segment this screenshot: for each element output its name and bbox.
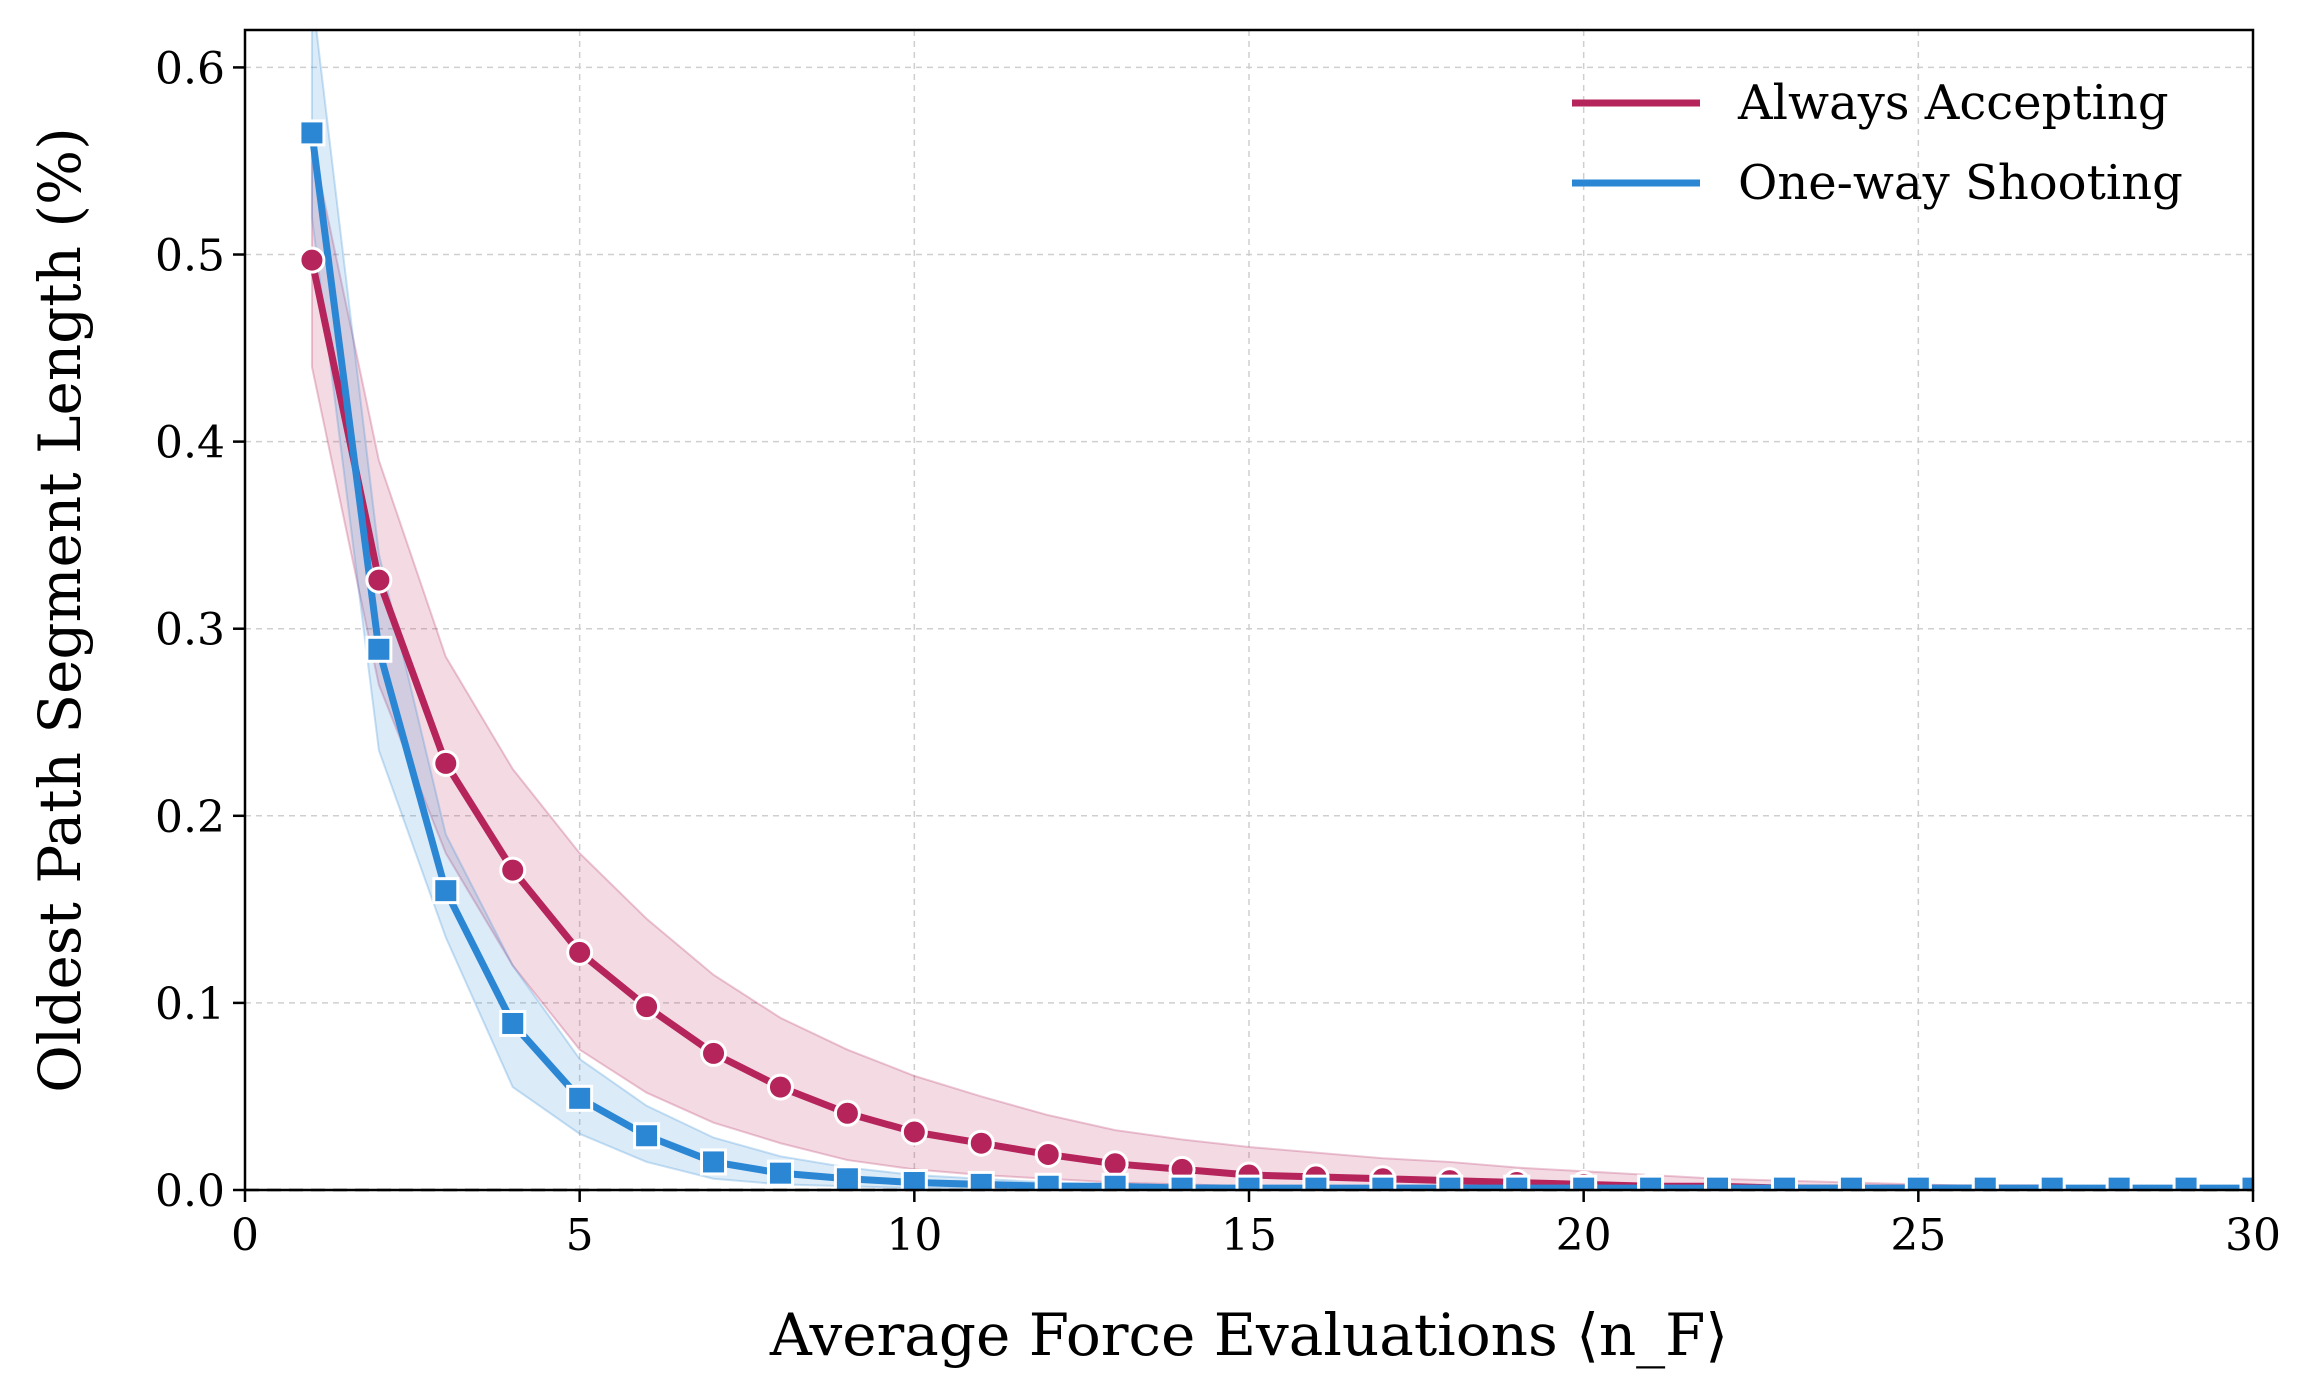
data-point (432, 749, 460, 777)
data-point (1235, 1174, 1263, 1190)
y-axis-label: Oldest Path Segment Length (%) (26, 127, 94, 1093)
y-tick-label: 0.3 (155, 605, 225, 656)
y-tick-label: 0.5 (155, 231, 225, 282)
data-point (700, 1148, 728, 1176)
legend: Always Accepting One-way Shooting (1572, 75, 2183, 211)
series-markers (298, 119, 2253, 1190)
data-point (1770, 1174, 1798, 1190)
data-point (766, 1073, 794, 1101)
x-axis-ticks: 0 5 10 15 20 25 30 (231, 1190, 2281, 1261)
data-point (1101, 1150, 1129, 1178)
data-point (566, 938, 594, 966)
data-point (1837, 1174, 1865, 1190)
legend-label: Always Accepting (1737, 75, 2169, 131)
x-tick-label: 0 (231, 1210, 259, 1261)
data-point (298, 246, 326, 274)
data-point (1369, 1174, 1397, 1190)
data-point (833, 1099, 861, 1127)
data-point (365, 566, 393, 594)
data-point (1503, 1174, 1531, 1190)
data-point (365, 635, 393, 663)
data-point (766, 1159, 794, 1187)
x-tick-label: 5 (566, 1210, 594, 1261)
data-point (1034, 1172, 1062, 1190)
legend-label: One-way Shooting (1738, 155, 2183, 211)
y-axis-ticks: 0.0 0.1 0.2 0.3 0.4 0.5 0.6 (155, 43, 245, 1217)
data-point (2105, 1174, 2133, 1190)
data-point (298, 119, 326, 147)
data-point (1436, 1174, 1464, 1190)
data-point (1034, 1140, 1062, 1168)
x-tick-label: 20 (1556, 1210, 1612, 1261)
y-tick-label: 0.0 (155, 1166, 225, 1217)
data-point (2239, 1174, 2253, 1190)
x-axis-label: Average Force Evaluations ⟨n_F⟩ (769, 1301, 1728, 1369)
x-tick-label: 30 (2225, 1210, 2281, 1261)
x-tick-label: 25 (1890, 1210, 1946, 1261)
data-point (1904, 1174, 1932, 1190)
data-point (900, 1118, 928, 1146)
x-tick-label: 10 (886, 1210, 942, 1261)
data-point (1302, 1174, 1330, 1190)
data-point (967, 1170, 995, 1190)
data-point (833, 1165, 861, 1190)
data-point (1637, 1174, 1665, 1190)
data-point (900, 1169, 928, 1190)
data-point (967, 1129, 995, 1157)
data-point (1570, 1174, 1598, 1190)
data-point (2038, 1174, 2066, 1190)
grid-lines (244, 30, 2254, 1191)
y-tick-label: 0.4 (155, 418, 225, 469)
data-point (1704, 1174, 1732, 1190)
data-point (633, 1122, 661, 1150)
y-tick-label: 0.6 (155, 43, 225, 94)
data-point (1971, 1174, 1999, 1190)
y-tick-label: 0.1 (155, 979, 225, 1030)
data-point (1168, 1174, 1196, 1190)
data-point (1101, 1172, 1129, 1190)
data-point (633, 993, 661, 1021)
y-tick-label: 0.2 (155, 792, 225, 843)
data-point (499, 1009, 527, 1037)
x-tick-label: 15 (1221, 1210, 1277, 1261)
confidence-band (310, 142, 2253, 1190)
data-point (700, 1039, 728, 1067)
data-point (499, 856, 527, 884)
data-point (566, 1084, 594, 1112)
data-point (2172, 1174, 2200, 1190)
data-point (432, 877, 460, 905)
